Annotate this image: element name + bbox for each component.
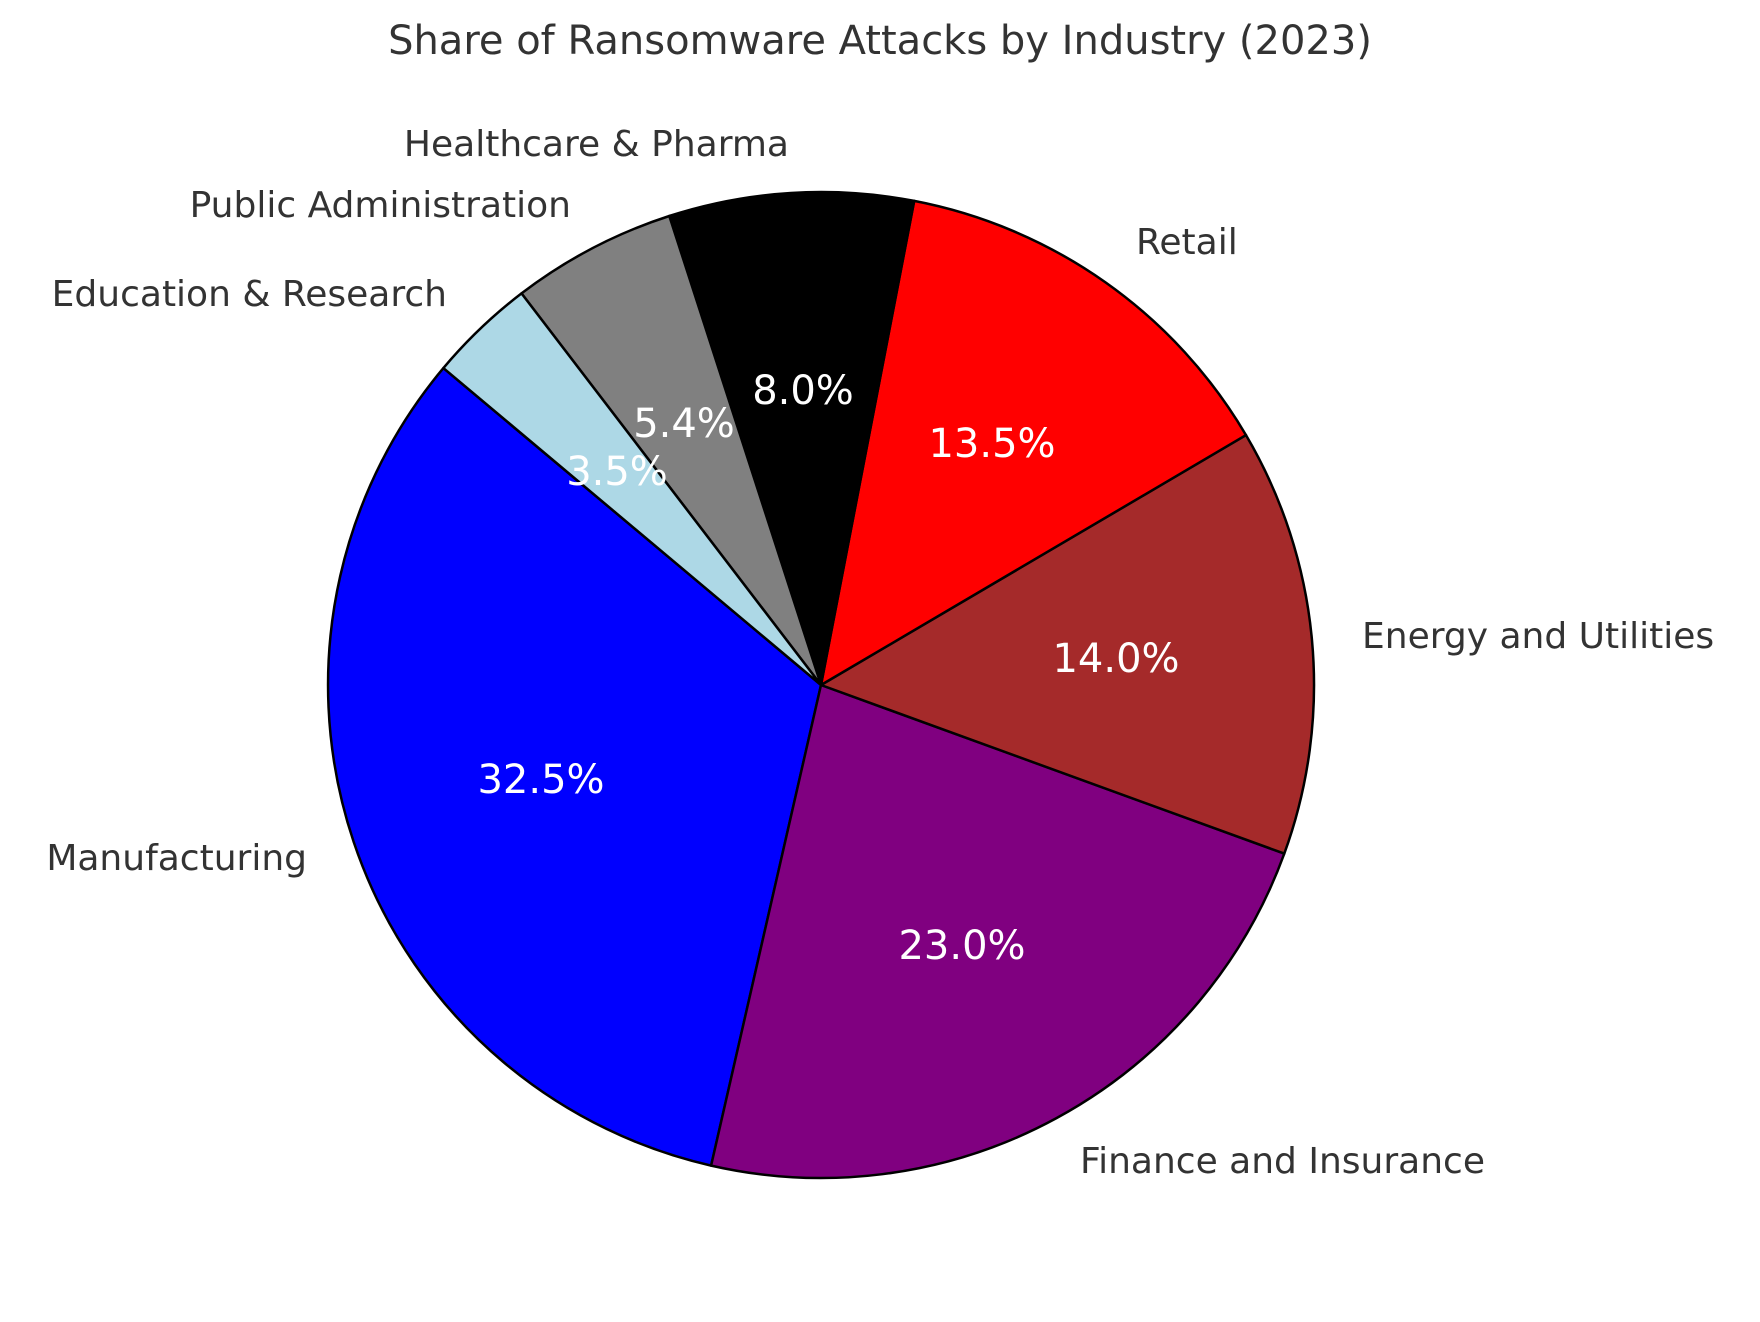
label-retail: Retail <box>1136 222 1238 263</box>
wedge-finance-and-insurance <box>709 683 1286 1180</box>
label-public-administration: Public Administration <box>190 185 571 226</box>
pct-energy-and-utilities: 14.0% <box>1052 636 1179 682</box>
label-healthcare-pharma: Healthcare & Pharma <box>404 124 789 165</box>
pct-manufacturing: 32.5% <box>477 757 604 803</box>
wedge-education-research <box>442 292 823 687</box>
wedge-healthcare-pharma <box>668 190 916 687</box>
pie-wedges <box>326 190 1316 1180</box>
wedge-manufacturing <box>326 366 823 1167</box>
wedge-public-administration <box>520 214 823 687</box>
label-energy-and-utilities: Energy and Utilities <box>1362 616 1714 657</box>
wedge-retail <box>819 199 1248 687</box>
percentage-labels: 32.5% 23.0% 14.0% 13.5% 8.0% 5.4% 3.5% <box>477 368 1179 969</box>
pct-education-research: 3.5% <box>566 449 668 495</box>
label-education-research: Education & Research <box>52 274 447 315</box>
pct-retail: 13.5% <box>928 421 1055 467</box>
label-finance-and-insurance: Finance and Insurance <box>1080 1141 1485 1182</box>
chart-title: Share of Ransomware Attacks by Industry … <box>388 18 1372 64</box>
category-labels: Manufacturing Finance and Insurance Ener… <box>46 124 1714 1182</box>
pct-healthcare-pharma: 8.0% <box>752 368 854 414</box>
pct-public-administration: 5.4% <box>633 401 735 447</box>
label-manufacturing: Manufacturing <box>46 838 307 879</box>
pct-finance-and-insurance: 23.0% <box>898 923 1025 969</box>
wedge-energy-and-utilities <box>819 433 1316 855</box>
